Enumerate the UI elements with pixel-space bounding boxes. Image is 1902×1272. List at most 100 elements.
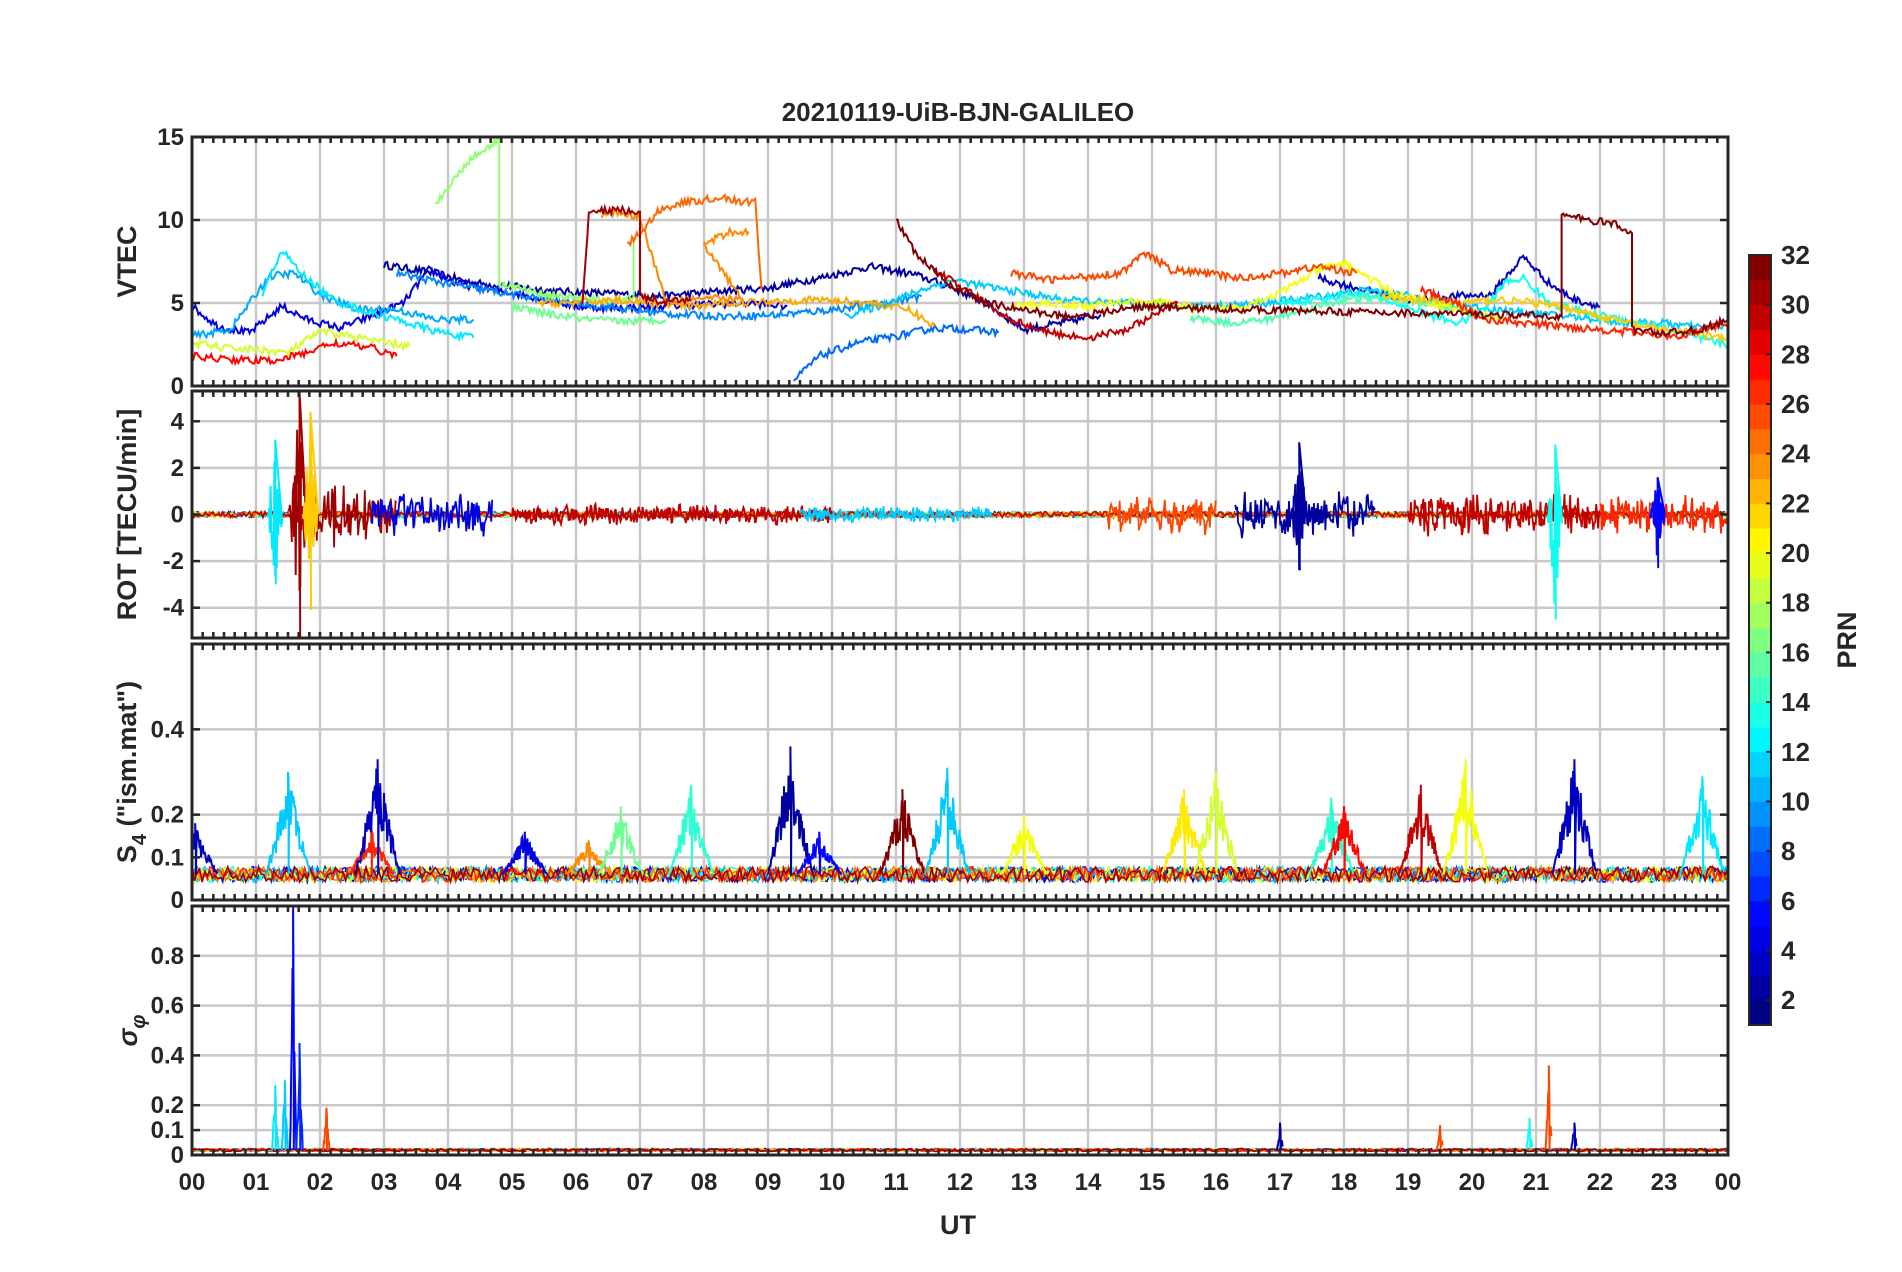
y-tick-label-sigma_phi: 0.6	[151, 993, 184, 1020]
y-tick-label-sigma_phi: 0.4	[151, 1042, 185, 1069]
vtec-series-prn-32	[895, 212, 1728, 338]
x-tick-label: 20	[1459, 1169, 1486, 1196]
x-tick-label: 14	[1075, 1169, 1102, 1196]
grid-s4	[192, 644, 1728, 900]
y-tick-label-rot: -2	[163, 548, 184, 575]
colorbar-tick-label: 8	[1781, 836, 1795, 866]
sigma_phi-peak-prn-26	[1435, 1125, 1444, 1151]
y-tick-label-vtec: 0	[171, 373, 184, 400]
colorbar-step	[1749, 652, 1771, 678]
x-tick-label: 06	[563, 1169, 590, 1196]
y-axis-label-rot: ROT [TECU/min]	[112, 409, 142, 620]
colorbar-step	[1749, 826, 1771, 852]
x-tick-label: 17	[1267, 1169, 1294, 1196]
colorbar-step	[1749, 577, 1771, 604]
y-tick-label-rot: 0	[171, 502, 184, 529]
x-tick-label: 13	[1011, 1169, 1038, 1196]
colorbar-step	[1749, 279, 1771, 306]
rot-spike-prn-12	[266, 439, 284, 585]
s4-peak-prn-28	[1320, 806, 1367, 875]
colorbar-step	[1749, 553, 1771, 579]
x-tick-label: 01	[243, 1169, 270, 1196]
x-tick-label: 21	[1523, 1169, 1550, 1196]
vtec-series-prn-23	[537, 293, 936, 328]
y-tick-label-sigma_phi: 0.8	[151, 943, 184, 970]
colorbar-step	[1749, 801, 1771, 827]
colorbar-tick-label: 18	[1781, 588, 1810, 618]
vtec-series-prn-4	[192, 265, 788, 337]
colorbar-step	[1749, 528, 1771, 554]
colorbar-step	[1749, 851, 1771, 877]
colorbar-step	[1749, 677, 1771, 703]
s4-baseline-prn-11	[192, 863, 1728, 886]
sigma_phi-peak-prn-13	[1525, 1117, 1534, 1151]
colorbar-label: PRN	[1832, 611, 1862, 668]
colorbar-step	[1749, 255, 1771, 281]
colorbar-tick-label: 28	[1781, 339, 1810, 369]
sigma_phi-peak-prn-6	[295, 1042, 304, 1151]
s4-baseline-prn-31	[192, 863, 1728, 885]
colorbar-step	[1749, 900, 1771, 927]
s4-peak-prn-20	[1000, 814, 1048, 875]
x-tick-label: 18	[1331, 1169, 1358, 1196]
data-s4	[192, 746, 1728, 886]
sigma_phi-peak-prn-26	[322, 1107, 331, 1151]
y-axis-label-s4: S4 ("ism.mat")	[112, 681, 151, 863]
colorbar-tick-label: 26	[1781, 389, 1810, 419]
vtec-series-prn-2	[383, 260, 1102, 336]
s4-peak-prn-16	[597, 806, 645, 875]
colorbar-tick-label: 22	[1781, 488, 1810, 518]
s4-peak-prn-3	[354, 759, 401, 875]
x-ticks-vtec	[190, 137, 1730, 386]
x-tick-label: 22	[1587, 1169, 1614, 1196]
rot-spike-prn-13	[1546, 444, 1564, 620]
rot-spike-prn-31	[290, 391, 308, 638]
chart-title: 20210119-UiB-BJN-GALILEO	[782, 97, 1135, 127]
colorbar-step	[1749, 726, 1771, 753]
y-tick-label-s4: 0	[171, 887, 184, 914]
s4-peak-prn-21	[1160, 789, 1208, 875]
panel-s4: 0 0.1 0.2 0.4S4 ("ism.mat")	[112, 642, 1730, 914]
s4-peak-prn-3	[1551, 759, 1598, 875]
grid-vtec	[192, 137, 1728, 386]
vtec-series-prn-12	[261, 250, 475, 343]
colorbar-frame	[1748, 254, 1772, 1026]
x-tick-label: 07	[627, 1169, 654, 1196]
colorbar-tick-label: 16	[1781, 637, 1810, 667]
colorbar-step	[1749, 776, 1771, 802]
colorbar-tick-label: 6	[1781, 886, 1795, 916]
sigma_phi-peak-prn-11	[280, 1080, 289, 1151]
x-tick-label: 00	[179, 1169, 206, 1196]
colorbar-step	[1749, 627, 1771, 653]
sigma_phi-peak-prn-5	[288, 906, 298, 1151]
colorbar-step	[1749, 354, 1771, 380]
colorbar-tick-label: 10	[1781, 786, 1810, 816]
x-ticks-sigma_phi	[190, 906, 1730, 1155]
data-vtec	[192, 137, 1728, 382]
vtec-series-prn-16	[511, 299, 667, 327]
sigma_phi-peak-prn-26	[1544, 1065, 1553, 1151]
x-axis-label: UT	[940, 1210, 976, 1240]
y-tick-label-s4: 0.4	[151, 716, 185, 743]
x-tick-label: 09	[755, 1169, 782, 1196]
rot-activity-prn-30	[511, 501, 833, 528]
y-tick-label-sigma_phi: 0	[171, 1142, 184, 1169]
colorbar-step	[1749, 975, 1771, 1001]
rot-spike-prn-2	[1290, 442, 1308, 571]
s4-peak-prn-3	[192, 823, 218, 875]
y-tick-label-sigma_phi: 0.2	[151, 1092, 184, 1119]
rot-activity-prn-26	[1106, 496, 1217, 536]
x-tick-label: 16	[1203, 1169, 1230, 1196]
rot-activity-prn-11	[799, 505, 992, 524]
vtec-series-prn-13	[1279, 272, 1728, 350]
s4-peak-prn-2	[767, 746, 814, 875]
colorbar-tick-label: 30	[1781, 290, 1810, 320]
s4-peak-prn-14	[667, 784, 715, 875]
s4-peak-prn-5	[796, 831, 843, 876]
s4-peak-prn-30	[1397, 784, 1444, 875]
s4-peak-prn-4	[501, 831, 549, 876]
vtec-series-prn-31	[581, 203, 692, 309]
